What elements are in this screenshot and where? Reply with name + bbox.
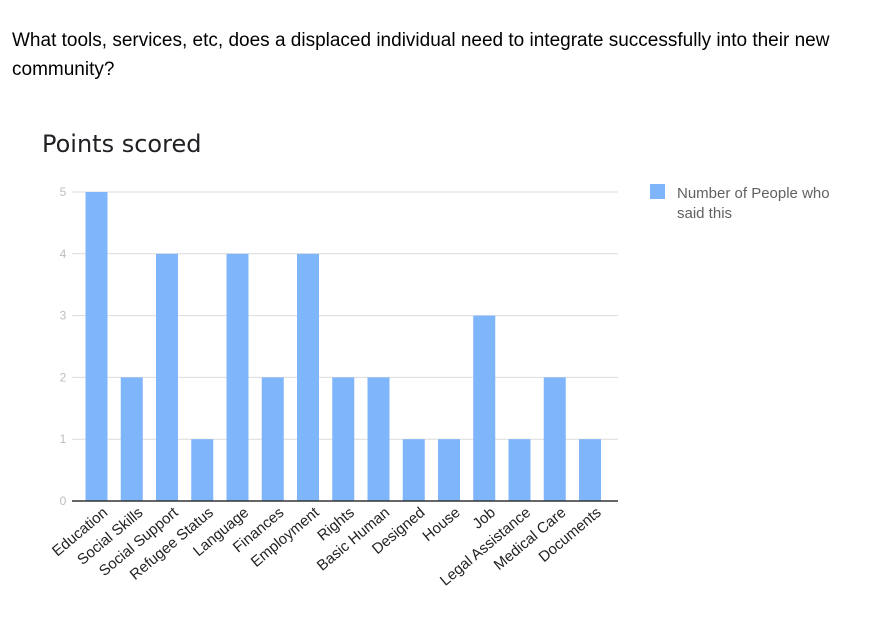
y-tick-label: 0 — [60, 494, 67, 508]
bar — [579, 439, 601, 501]
legend-line: said this — [677, 205, 732, 222]
bar — [85, 192, 108, 501]
bar — [543, 377, 566, 501]
y-tick-label: 3 — [60, 309, 67, 323]
legend-line: Number of People who — [677, 185, 830, 202]
bar — [367, 377, 390, 501]
bar — [226, 253, 249, 501]
bar — [191, 439, 214, 501]
bar — [156, 253, 178, 501]
bar — [297, 253, 319, 501]
bars — [85, 192, 601, 501]
bar — [508, 439, 531, 501]
bar — [261, 377, 284, 501]
bar — [402, 439, 425, 501]
legend-swatch — [650, 184, 665, 199]
y-axis-ticks: 0 1 2 3 4 5 — [60, 185, 67, 508]
bar — [473, 315, 496, 501]
x-category-label: House — [419, 504, 463, 545]
legend: Number of People who said this — [650, 184, 830, 222]
legend-label: Number of People who said this — [677, 185, 830, 222]
y-tick-label: 1 — [60, 432, 67, 446]
question-text: What tools, services, etc, does a displa… — [12, 30, 830, 80]
bar — [120, 377, 143, 501]
bar — [332, 377, 355, 501]
y-tick-label: 2 — [60, 370, 67, 384]
y-tick-label: 4 — [60, 247, 67, 261]
y-tick-label: 5 — [60, 185, 67, 199]
bar — [438, 439, 460, 501]
chart-title: Points scored — [42, 130, 202, 158]
